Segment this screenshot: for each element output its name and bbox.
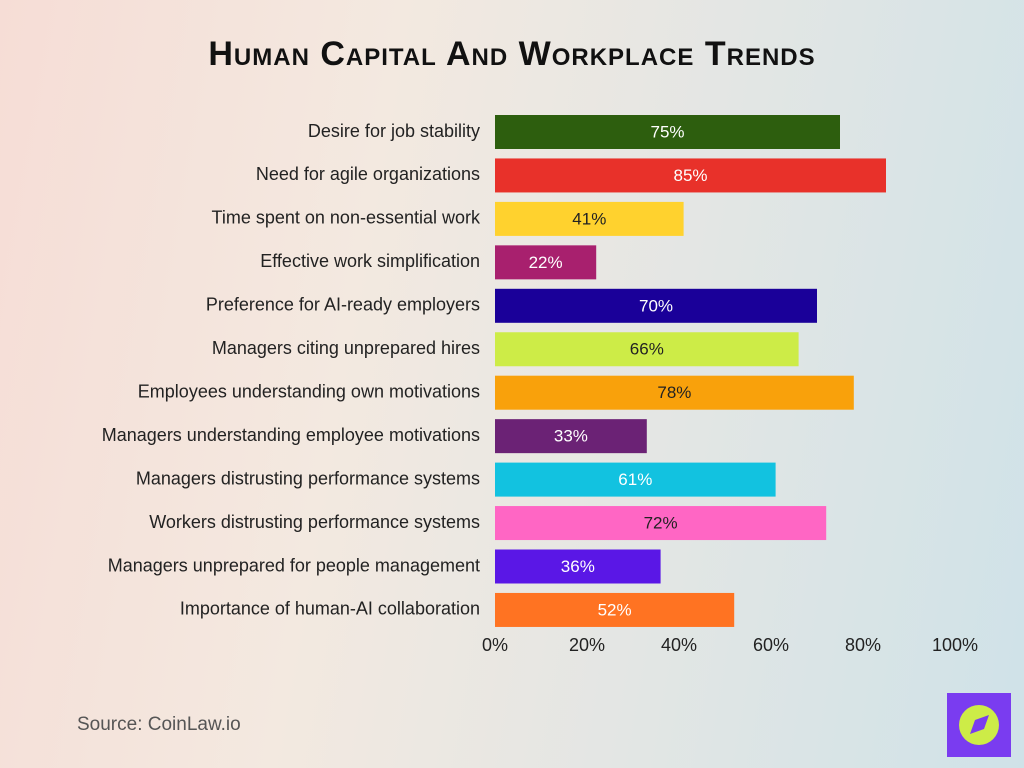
value-label: 85%	[673, 166, 707, 185]
bar	[495, 201, 684, 236]
bar	[495, 332, 799, 367]
value-label: 41%	[572, 209, 606, 228]
chart-title: Human Capital And Workplace Trends	[208, 35, 815, 73]
y-tick-label: Effective work simplification	[260, 251, 480, 271]
value-label: 52%	[598, 600, 632, 619]
bar	[495, 549, 661, 584]
y-tick-label: Managers unprepared for people managemen…	[108, 555, 480, 575]
bar	[495, 419, 647, 454]
x-tick-label: 0%	[482, 635, 508, 655]
bar	[495, 592, 735, 627]
bar	[495, 288, 817, 323]
bar	[495, 115, 840, 149]
value-label: 75%	[650, 122, 684, 141]
logo-compass	[970, 715, 989, 734]
y-tick-label: Employees understanding own motivations	[138, 381, 480, 401]
value-label: 72%	[644, 514, 678, 533]
value-label: 66%	[630, 340, 664, 359]
bar	[495, 462, 776, 497]
y-tick-label: Preference for AI-ready employers	[206, 295, 480, 315]
bar	[495, 158, 886, 193]
bar	[495, 245, 597, 280]
x-tick-label: 100%	[932, 635, 978, 655]
y-tick-label: Workers distrusting performance systems	[149, 512, 480, 532]
x-tick-label: 60%	[753, 635, 789, 655]
y-tick-label: Managers understanding employee motivati…	[102, 425, 480, 445]
value-label: 70%	[639, 296, 673, 315]
logo	[947, 693, 1011, 757]
source-note: Source: CoinLaw.io	[77, 714, 241, 735]
y-tick-label: Time spent on non-essential work	[212, 208, 481, 228]
y-tick-label: Need for agile organizations	[256, 164, 480, 184]
y-tick-label: Managers citing unprepared hires	[212, 338, 480, 358]
x-tick-label: 80%	[845, 635, 881, 655]
value-label: 36%	[561, 557, 595, 576]
value-label: 22%	[529, 253, 563, 272]
value-label: 33%	[554, 427, 588, 446]
x-tick-label: 20%	[569, 635, 605, 655]
bar	[495, 375, 854, 410]
y-tick-label: Importance of human-AI collaboration	[180, 599, 480, 619]
bar	[495, 506, 827, 541]
value-label: 78%	[657, 383, 691, 402]
y-tick-label: Managers distrusting performance systems	[136, 468, 480, 488]
y-tick-label: Desire for job stability	[308, 121, 480, 141]
x-tick-label: 40%	[661, 635, 697, 655]
value-label: 61%	[618, 470, 652, 489]
